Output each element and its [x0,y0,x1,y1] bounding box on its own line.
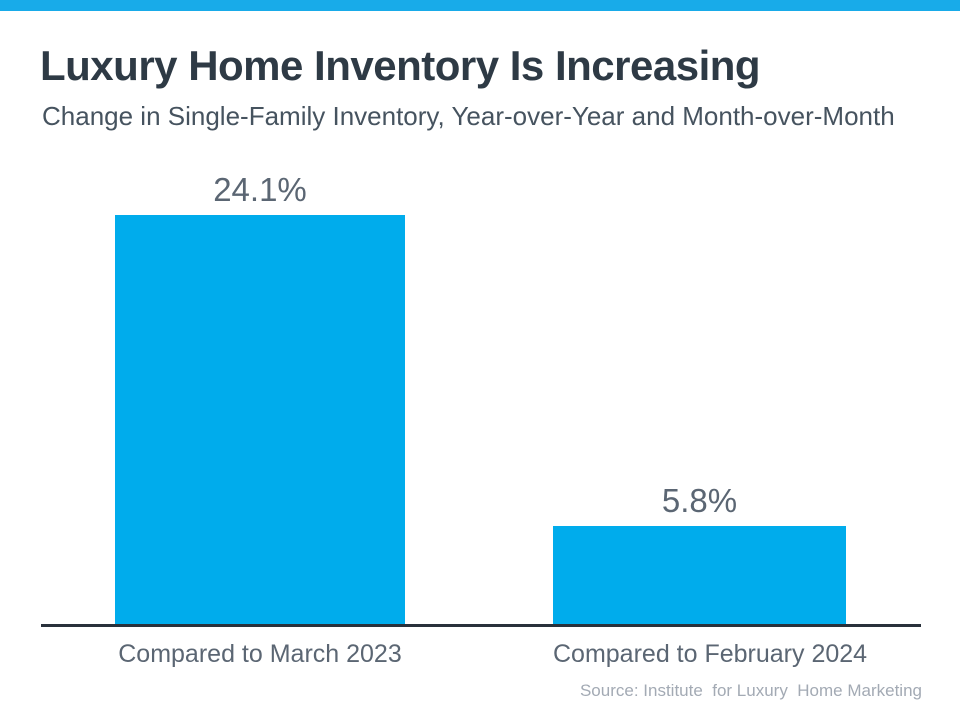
x-axis-label-february-2024: Compared to February 2024 [553,640,868,668]
bar-february-2024 [553,526,846,624]
bar-value-label: 5.8% [661,482,738,519]
brand-accent-bar [0,0,960,11]
bar-value-label: 24.1% [213,171,307,208]
bar-column-february-2024: 5.8% [553,484,846,624]
bar-chart-plot-area: 24.1% 5.8% [41,160,921,627]
x-axis-line [41,624,921,627]
source-attribution: Source: Institute for Luxury Home Market… [579,681,922,700]
x-axis-label-march-2023: Compared to March 2023 [118,640,402,668]
chart-subtitle: Change in Single-Family Inventory, Year-… [42,101,895,131]
chart-title: Luxury Home Inventory Is Increasing [40,42,761,89]
bar-march-2023 [115,215,405,624]
bar-column-march-2023: 24.1% [115,173,405,624]
